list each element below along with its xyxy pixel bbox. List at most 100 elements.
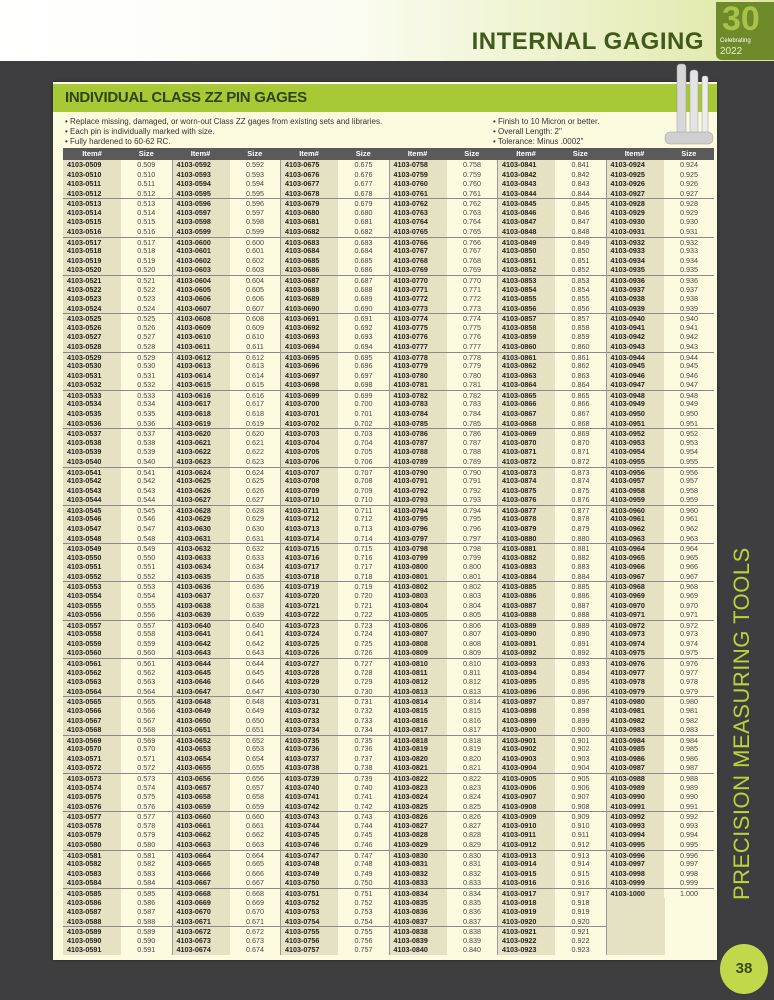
item-number: 4103-0945 [606, 361, 664, 371]
table-row: 4103-0612 0.612 [172, 351, 280, 362]
item-size: 0.696 [354, 361, 373, 371]
item-number: 4103-0805 [389, 610, 447, 620]
table-row: 4103-0649 0.649 [172, 705, 281, 716]
item-size: 0.930 [679, 217, 698, 227]
table-row: 4103-0683 0.683 [281, 236, 389, 247]
item-number: 4103-0755 [281, 927, 339, 936]
item-size: 0.855 [571, 294, 590, 304]
item-size: 0.639 [245, 610, 264, 620]
item-size: 0.784 [462, 409, 481, 419]
table-row: 4103-0790 0.790 [389, 466, 497, 477]
item-number: 4103-0705 [281, 447, 339, 457]
item-size: 0.614 [245, 370, 264, 380]
item-size: 0.563 [137, 677, 156, 687]
table-row: 4103-0535 0.535 [63, 409, 172, 419]
table-row: 4103-0843 0.843 [498, 179, 606, 189]
item-number: 4103-0924 [606, 160, 664, 170]
table-row: 4103-0549 0.549 [63, 543, 172, 553]
item-size: 0.989 [679, 782, 698, 792]
item-size: 0.699 [354, 390, 373, 400]
item-number: 4103-0571 [63, 753, 121, 764]
item-number: 4103-0825 [389, 801, 447, 812]
table-row: 4103-0771 0.771 [389, 284, 498, 295]
item-size: 0.889 [571, 620, 590, 630]
item-size: 0.875 [571, 485, 590, 495]
item-size: 0.892 [571, 648, 590, 658]
item-size: 0.513 [137, 199, 156, 208]
table-row: 4103-0652 0.652 [172, 734, 280, 745]
item-size: 0.901 [571, 735, 590, 745]
item-number: 4103-0917 [498, 888, 556, 898]
item-size: 0.646 [245, 677, 264, 687]
item-size: 0.824 [462, 792, 481, 802]
item-size: 0.576 [137, 801, 156, 811]
table-column-group: 4103-0675 0.675 4103-0676 0.676 4103-0677 0.6… [280, 160, 389, 955]
table-row: 4103-0582 0.582 [63, 859, 172, 869]
table-row: 4103-0625 0.625 [172, 476, 281, 486]
item-size: 0.951 [679, 418, 698, 428]
table-row: 4103-0567 0.567 [63, 715, 172, 726]
table-row: 4103-0836 0.836 [389, 907, 498, 917]
item-number: 4103-0741 [281, 792, 339, 802]
table-row: 4103-0698 0.698 [281, 380, 389, 390]
item-size: 0.604 [245, 275, 264, 285]
logo-text: Celebrating [720, 38, 751, 44]
item-number: 4103-0961 [606, 514, 664, 524]
table-row: 4103-0789 0.789 [389, 456, 498, 467]
item-size: 0.903 [571, 753, 590, 763]
item-size: 0.716 [354, 552, 373, 562]
item-number: 4103-0536 [63, 418, 121, 429]
table-row: 4103-0735 0.735 [281, 734, 389, 745]
table-row: 4103-0660 0.660 [172, 811, 280, 821]
table-row: 4103-0794 0.794 [389, 504, 497, 515]
item-size: 0.537 [137, 429, 156, 438]
column-header: Item# [299, 149, 319, 158]
table-row: 4103-0922 0.922 [498, 935, 606, 946]
item-number: 4103-0733 [281, 715, 339, 726]
table-row: 4103-0877 0.877 [498, 504, 606, 515]
item-number: 4103-0823 [389, 782, 447, 793]
item-number: 4103-0659 [172, 801, 230, 812]
item-number: 4103-0599 [172, 227, 230, 237]
table-row: 4103-0756 0.756 [281, 935, 389, 946]
item-size: 0.962 [679, 523, 698, 533]
item-size: 0.896 [571, 686, 590, 696]
item-size: 0.777 [462, 341, 481, 351]
table-row: 4103-0666 0.666 [172, 868, 281, 879]
item-size: 0.727 [354, 659, 373, 668]
item-number: 4103-0801 [389, 571, 447, 582]
item-number: 4103-0615 [172, 380, 230, 390]
item-number: 4103-0612 [172, 352, 230, 362]
item-size: 0.608 [245, 314, 264, 323]
table-row: 4103-0855 0.855 [498, 294, 606, 304]
table-row: 4103-0819 0.819 [389, 744, 498, 754]
table-row: 4103-0747 0.747 [281, 849, 389, 860]
table-row: 4103-0564 0.564 [63, 686, 172, 697]
table-row: 4103-0673 0.673 [172, 935, 281, 946]
table-row: 4103-0562 0.562 [63, 667, 172, 678]
item-size: 0.731 [354, 697, 373, 706]
item-number: 4103-0907 [498, 792, 556, 802]
table-row: 4103-0841 0.841 [498, 160, 606, 170]
item-size: 0.991 [679, 801, 698, 811]
item-number: 4103-0802 [389, 582, 447, 592]
table-row: 4103-0715 0.715 [281, 543, 389, 553]
table-row: 4103-0944 0.944 [606, 351, 714, 362]
pin-gage-table: Item# Size Item# Size Item# Size Item# Size Item… [63, 148, 714, 955]
item-number: 4103-0840 [389, 945, 447, 955]
item-number: 4103-0797 [389, 533, 447, 544]
item-number: 4103-0691 [281, 314, 339, 323]
item-number: 4103-0621 [172, 437, 230, 448]
table-row: 4103-0844 0.844 [498, 188, 606, 199]
table-row: 4103-0676 0.676 [281, 169, 389, 180]
item-number: 4103-0844 [498, 188, 556, 199]
item-number: 4103-0935 [606, 265, 664, 275]
item-number: 4103-0808 [389, 638, 447, 649]
item-size: 0.516 [137, 227, 156, 237]
table-row: 4103-0565 0.565 [63, 696, 172, 706]
table-row: 4103-0618 0.618 [172, 409, 281, 419]
item-size: 0.840 [462, 945, 481, 955]
item-size: 0.936 [679, 275, 698, 285]
item-size: 0.755 [354, 927, 373, 936]
item-size: 0.684 [354, 246, 373, 256]
